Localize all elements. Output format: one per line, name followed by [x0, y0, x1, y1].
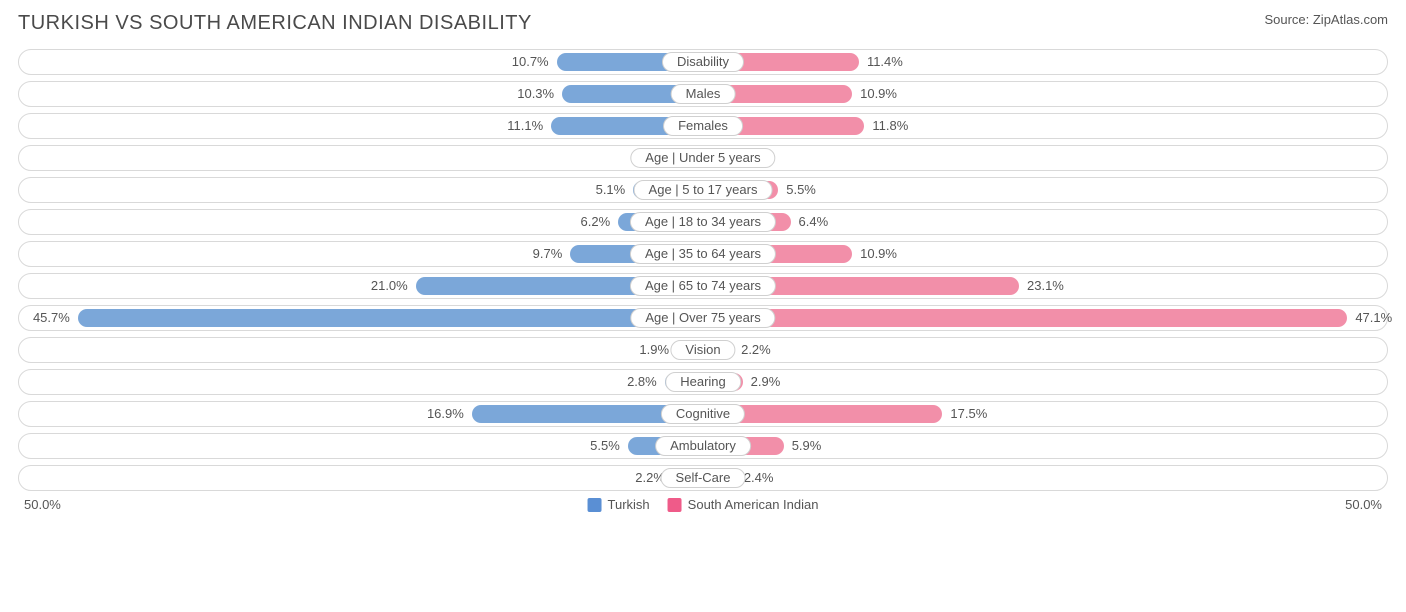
row-label: Age | 18 to 34 years	[630, 212, 776, 232]
legend: Turkish South American Indian	[588, 497, 819, 512]
value-left: 2.8%	[627, 370, 665, 396]
value-right: 10.9%	[852, 242, 897, 268]
legend-item-south-american-indian: South American Indian	[668, 497, 819, 512]
legend-label: Turkish	[608, 497, 650, 512]
row-label: Age | 65 to 74 years	[630, 276, 776, 296]
value-right: 23.1%	[1019, 274, 1064, 300]
chart-row: 5.1% 5.5%Age | 5 to 17 years	[18, 177, 1388, 203]
row-label: Cognitive	[661, 404, 745, 424]
value-left: 5.1%	[596, 178, 634, 204]
row-label: Age | 35 to 64 years	[630, 244, 776, 264]
value-right: 2.9%	[743, 370, 781, 396]
chart-row: 11.1% 11.8% Females	[18, 113, 1388, 139]
chart-row: 6.2% 6.4% Age | 18 to 34 years	[18, 209, 1388, 235]
legend-swatch-icon	[668, 498, 682, 512]
value-left: 16.9%	[427, 402, 472, 428]
value-left: 9.7%	[533, 242, 571, 268]
chart-row: 9.7% 10.9% Age | 35 to 64 years	[18, 241, 1388, 267]
chart-row: 45.7%47.1%Age | Over 75 years	[18, 305, 1388, 331]
bar-right	[703, 309, 1347, 327]
value-left: 10.7%	[512, 50, 557, 76]
value-right: 6.4%	[791, 210, 829, 236]
value-left: 10.3%	[517, 82, 562, 108]
chart-row: 2.2%2.4%Self-Care	[18, 465, 1388, 491]
row-label: Age | Over 75 years	[630, 308, 775, 328]
value-left: 5.5%	[590, 434, 628, 460]
value-left: 11.1%	[507, 114, 551, 140]
chart-row: 10.3% 10.9% Males	[18, 81, 1388, 107]
value-right: 17.5%	[942, 402, 987, 428]
bar-left	[78, 309, 703, 327]
chart-row: 10.7% 11.4% Disability	[18, 49, 1388, 75]
row-label: Self-Care	[661, 468, 746, 488]
value-right: 10.9%	[852, 82, 897, 108]
chart-row: 2.8% 2.9%Hearing	[18, 369, 1388, 395]
chart-source: Source: ZipAtlas.com	[1264, 12, 1388, 27]
axis-row: 50.0% 50.0% Turkish South American Indian	[18, 497, 1388, 521]
value-left: 21.0%	[371, 274, 416, 300]
chart-row: 5.5% 5.9% Ambulatory	[18, 433, 1388, 459]
chart-row: 1.9%2.2%Vision	[18, 337, 1388, 363]
chart-row: 21.0% 23.1% Age | 65 to 74 years	[18, 273, 1388, 299]
value-left: 6.2%	[581, 210, 619, 236]
value-right: 2.2%	[733, 338, 771, 364]
row-label: Disability	[662, 52, 744, 72]
row-label: Vision	[670, 340, 735, 360]
axis-label-left: 50.0%	[24, 497, 61, 512]
row-label: Age | Under 5 years	[630, 148, 775, 168]
value-left: 45.7%	[33, 306, 78, 332]
value-right: 11.4%	[859, 50, 903, 76]
value-right: 5.9%	[784, 434, 822, 460]
legend-label: South American Indian	[688, 497, 819, 512]
row-label: Age | 5 to 17 years	[634, 180, 773, 200]
row-label: Hearing	[665, 372, 741, 392]
value-right: 47.1%	[1347, 306, 1392, 332]
row-label: Females	[663, 116, 743, 136]
chart-area: 10.7% 11.4% Disability 10.3% 10.9% Males 11.1%…	[18, 49, 1388, 521]
row-label: Ambulatory	[655, 436, 751, 456]
row-label: Males	[671, 84, 736, 104]
chart-row: 16.9% 17.5% Cognitive	[18, 401, 1388, 427]
legend-item-turkish: Turkish	[588, 497, 650, 512]
value-right: 5.5%	[778, 178, 816, 204]
chart-title: TURKISH VS SOUTH AMERICAN INDIAN DISABIL…	[18, 12, 532, 35]
axis-label-right: 50.0%	[1345, 497, 1382, 512]
legend-swatch-icon	[588, 498, 602, 512]
value-right: 11.8%	[864, 114, 908, 140]
chart-header: TURKISH VS SOUTH AMERICAN INDIAN DISABIL…	[18, 12, 1388, 35]
chart-row: 1.1%1.3%Age | Under 5 years	[18, 145, 1388, 171]
